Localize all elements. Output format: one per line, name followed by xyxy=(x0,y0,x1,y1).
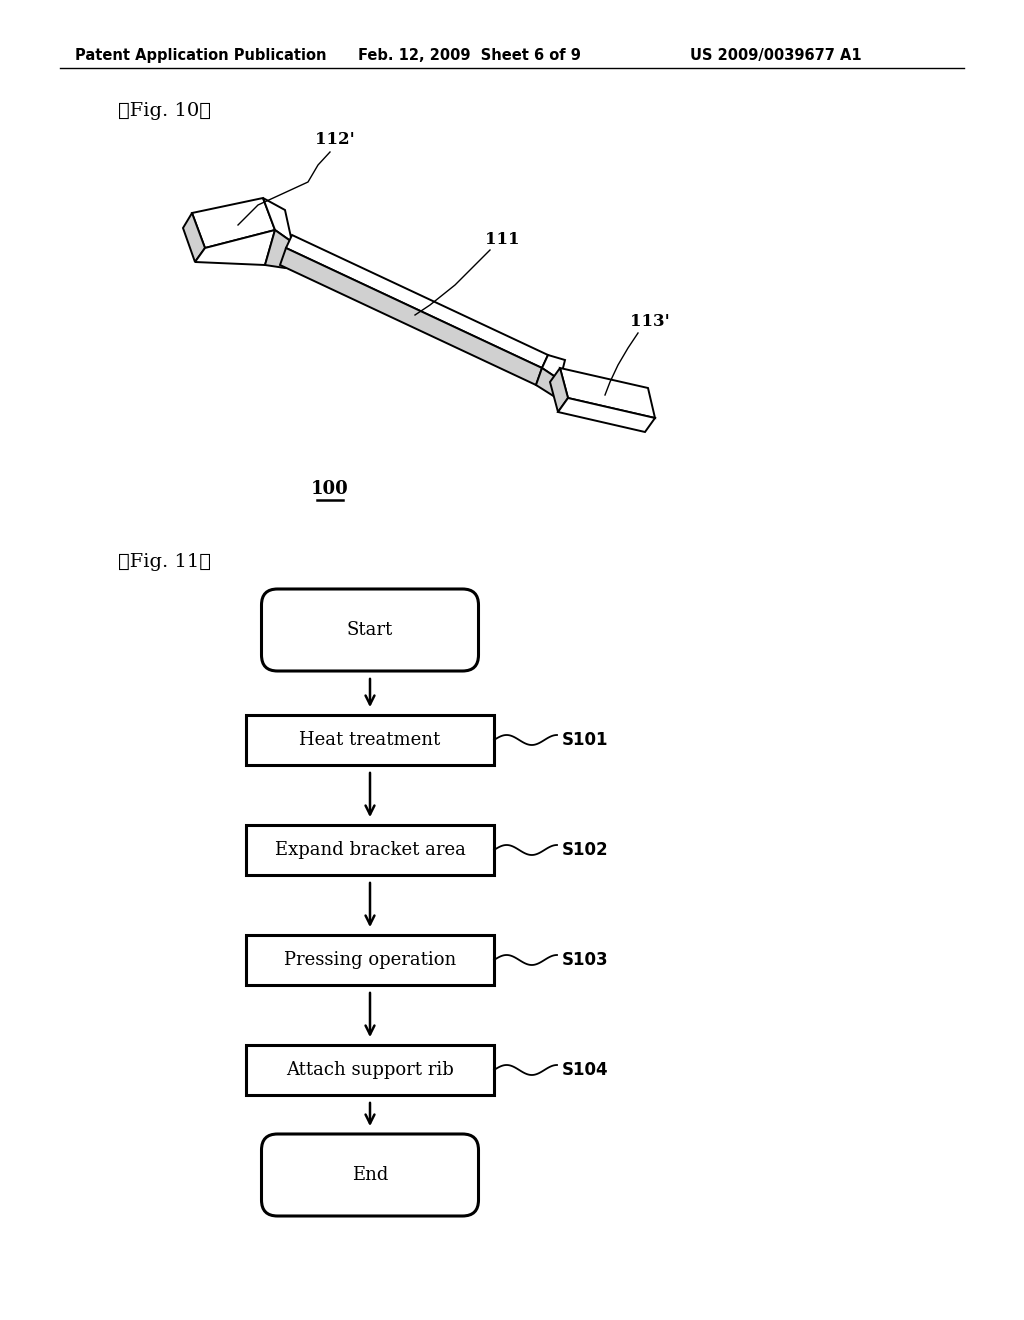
Text: 112': 112' xyxy=(315,131,354,148)
Text: S104: S104 xyxy=(562,1061,608,1078)
Bar xyxy=(246,825,494,875)
Polygon shape xyxy=(263,198,292,242)
Bar xyxy=(246,715,494,766)
Polygon shape xyxy=(183,213,205,261)
Polygon shape xyxy=(536,368,560,397)
Text: S102: S102 xyxy=(562,841,608,859)
Text: Expand bracket area: Expand bracket area xyxy=(274,841,466,859)
Polygon shape xyxy=(550,368,568,412)
Polygon shape xyxy=(542,355,565,380)
Polygon shape xyxy=(265,230,292,268)
Text: US 2009/0039677 A1: US 2009/0039677 A1 xyxy=(690,48,861,63)
Text: S101: S101 xyxy=(562,731,608,748)
Text: 100: 100 xyxy=(311,480,349,498)
Polygon shape xyxy=(560,368,655,418)
Text: End: End xyxy=(352,1166,388,1184)
Polygon shape xyxy=(558,399,655,432)
Polygon shape xyxy=(193,198,275,248)
Text: 【Fig. 10】: 【Fig. 10】 xyxy=(118,102,211,120)
Polygon shape xyxy=(195,230,275,265)
Polygon shape xyxy=(286,235,548,368)
Text: Patent Application Publication: Patent Application Publication xyxy=(75,48,327,63)
Polygon shape xyxy=(280,248,542,385)
Text: S103: S103 xyxy=(562,950,608,969)
Bar xyxy=(246,1045,494,1096)
Text: 111: 111 xyxy=(485,231,519,248)
Text: Pressing operation: Pressing operation xyxy=(284,950,456,969)
Text: Attach support rib: Attach support rib xyxy=(286,1061,454,1078)
Text: 113': 113' xyxy=(630,313,670,330)
FancyBboxPatch shape xyxy=(261,589,478,671)
Text: 【Fig. 11】: 【Fig. 11】 xyxy=(118,553,211,572)
Text: Start: Start xyxy=(347,620,393,639)
Bar xyxy=(246,935,494,985)
Text: Feb. 12, 2009  Sheet 6 of 9: Feb. 12, 2009 Sheet 6 of 9 xyxy=(358,48,581,63)
Text: Heat treatment: Heat treatment xyxy=(299,731,440,748)
FancyBboxPatch shape xyxy=(261,1134,478,1216)
